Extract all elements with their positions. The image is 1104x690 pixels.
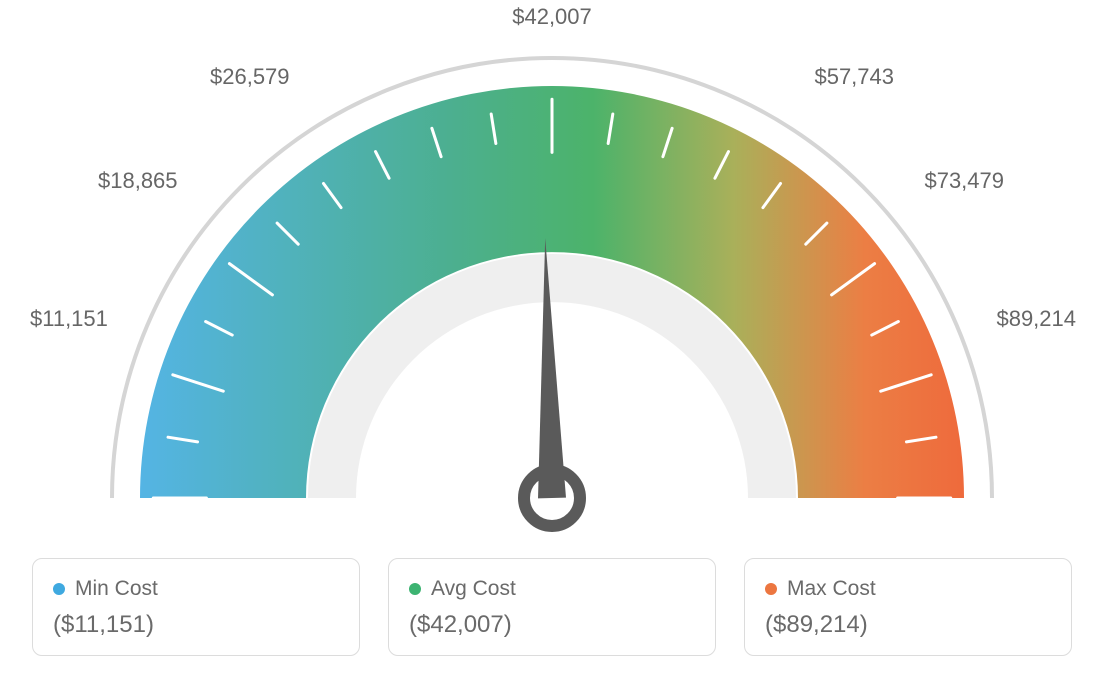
scale-label: $73,479 [924,168,1004,194]
max-cost-dot [765,583,777,595]
min-cost-title: Min Cost [75,577,158,601]
gauge-area: $11,151 $18,865 $26,579 $42,007 $57,743 $73,4… [0,0,1104,548]
min-cost-header: Min Cost [53,577,339,601]
avg-cost-value: ($42,007) [409,611,695,639]
avg-cost-dot [409,583,421,595]
avg-cost-card: Avg Cost ($42,007) [388,558,716,656]
scale-label: $57,743 [814,64,894,90]
cost-cards-row: Min Cost ($11,151) Avg Cost ($42,007) Ma… [32,558,1072,656]
gauge-svg [0,0,1104,548]
max-cost-value: ($89,214) [765,611,1051,639]
max-cost-card: Max Cost ($89,214) [744,558,1072,656]
avg-cost-title: Avg Cost [431,577,516,601]
scale-label: $11,151 [30,306,108,332]
scale-label: $89,214 [996,306,1076,332]
scale-label: $18,865 [98,168,178,194]
max-cost-header: Max Cost [765,577,1051,601]
scale-label: $26,579 [210,64,290,90]
max-cost-title: Max Cost [787,577,876,601]
scale-label: $42,007 [512,4,592,30]
min-cost-value: ($11,151) [53,611,339,639]
min-cost-dot [53,583,65,595]
min-cost-card: Min Cost ($11,151) [32,558,360,656]
cost-gauge-widget: $11,151 $18,865 $26,579 $42,007 $57,743 $73,4… [0,0,1104,690]
avg-cost-header: Avg Cost [409,577,695,601]
